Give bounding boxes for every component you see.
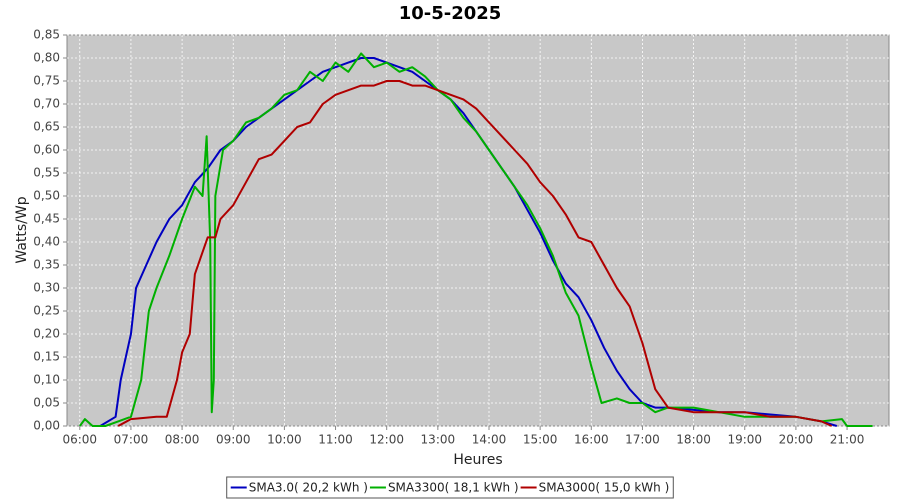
y-tick-label: 0,80 <box>33 51 60 65</box>
x-tick-label: 11:00 <box>318 433 353 447</box>
x-tick-label: 20:00 <box>779 433 814 447</box>
line-series <box>78 52 873 427</box>
x-tick-label: 21:00 <box>830 433 865 447</box>
plot-area <box>66 34 890 427</box>
y-tick-label: 0,75 <box>33 74 60 88</box>
y-axis-title: Watts/Wp <box>14 196 30 263</box>
y-tick-label: 0,10 <box>33 373 60 387</box>
line-series <box>117 80 833 427</box>
y-tick-label: 0,45 <box>33 212 60 226</box>
y-tick-label: 0,00 <box>33 419 60 433</box>
x-tick-label: 13:00 <box>421 433 456 447</box>
y-tick-label: 0,25 <box>33 304 60 318</box>
x-tick-label: 19:00 <box>727 433 762 447</box>
chart-title: 10-5-2025 <box>399 3 502 24</box>
x-axis-title: Heures <box>453 452 502 468</box>
x-tick-label: 12:00 <box>369 433 404 447</box>
legend: SMA3.0( 20,2 kWh ) SMA3300( 18,1 kWh ) SMA… <box>226 476 674 499</box>
legend-box <box>226 476 674 499</box>
x-tick-label: 14:00 <box>472 433 507 447</box>
legend-label: SMA3000( 15,0 kWh ) <box>539 481 670 495</box>
y-tick-label: 0,85 <box>33 28 60 42</box>
y-tick-label: 0,15 <box>33 350 60 364</box>
x-tick-label: 08:00 <box>165 433 200 447</box>
y-tick-label: 0,40 <box>33 235 60 249</box>
x-tick-label: 16:00 <box>574 433 609 447</box>
y-tick-label: 0,55 <box>33 166 60 180</box>
y-tick-label: 0,70 <box>33 97 60 111</box>
x-tick-label: 09:00 <box>216 433 251 447</box>
y-tick-label: 0,05 <box>33 396 60 410</box>
y-tick-label: 0,50 <box>33 189 60 203</box>
x-tick-label: 07:00 <box>114 433 149 447</box>
y-tick-label: 0,65 <box>33 120 60 134</box>
x-tick-label: 06:00 <box>62 433 97 447</box>
y-tick-label: 0,30 <box>33 281 60 295</box>
y-tick-label: 0,60 <box>33 143 60 157</box>
legend-label: SMA3.0( 20,2 kWh ) <box>249 481 368 495</box>
legend-label: SMA3300( 18,1 kWh ) <box>388 481 519 495</box>
x-tick-label: 17:00 <box>625 433 660 447</box>
y-tick-label: 0,35 <box>33 258 60 272</box>
y-tick-label: 0,20 <box>33 327 60 341</box>
x-tick-label: 10:00 <box>267 433 302 447</box>
x-tick-label: 15:00 <box>523 433 558 447</box>
x-tick-label: 18:00 <box>676 433 711 447</box>
